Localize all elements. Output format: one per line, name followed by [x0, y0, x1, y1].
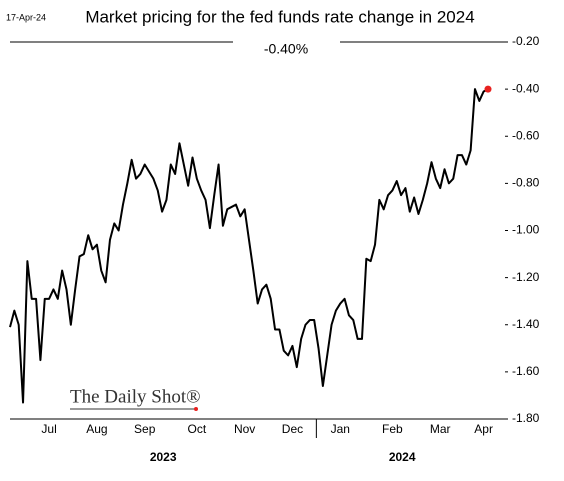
x-tick-label: Feb [382, 422, 403, 436]
x-tick-label: Aug [86, 422, 107, 436]
chart-title: Market pricing for the fed funds rate ch… [85, 7, 474, 26]
year-label: 2023 [150, 450, 177, 464]
y-tick-label: -1.60 [512, 364, 540, 378]
x-tick-label: Apr [474, 422, 493, 436]
line-series [9, 88, 489, 404]
y-tick-label: -1.40 [512, 317, 540, 331]
x-tick-label: Dec [282, 422, 303, 436]
x-tick-label: Nov [234, 422, 255, 436]
x-tick-label: Jul [41, 422, 56, 436]
x-tick-label: Jan [331, 422, 350, 436]
date-note: 17-Apr-24 [6, 12, 46, 22]
y-tick-label: -0.60 [512, 128, 540, 142]
y-tick-label: -0.20 [512, 34, 540, 48]
y-tick-label: -1.80 [512, 411, 540, 425]
year-label: 2024 [389, 450, 416, 464]
y-tick-label: -1.20 [512, 270, 540, 284]
x-tick-label: Sep [134, 422, 156, 436]
y-tick-label: -0.40 [512, 81, 540, 95]
y-tick-label: -0.80 [512, 176, 540, 190]
x-tick-label: Oct [188, 422, 207, 436]
annotation: -0.40% [264, 41, 308, 57]
last-point [484, 85, 492, 93]
y-tick-label: -1.00 [512, 223, 540, 237]
annotation-bg [233, 34, 340, 62]
logo-dot [194, 407, 198, 411]
x-tick-label: Mar [430, 422, 451, 436]
source-logo: The Daily Shot® [70, 386, 201, 407]
